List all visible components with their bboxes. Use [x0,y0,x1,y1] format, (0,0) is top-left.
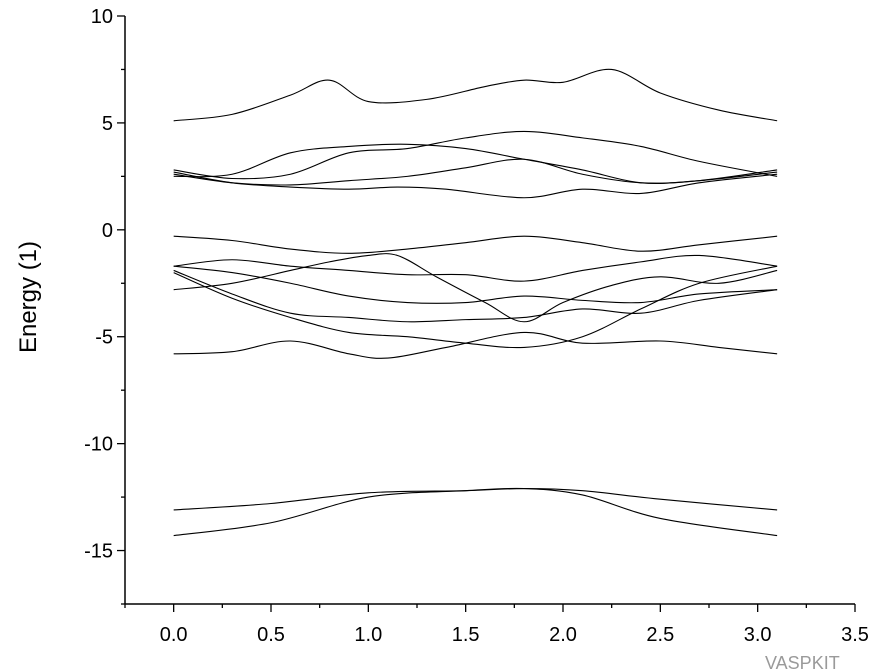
band-line-14 [173,487,778,537]
y-axis-title: Energy (1) [15,241,42,353]
axes: 10 5 0 -5 -10 -15 0.0 0.5 1.0 1.5 2.0 2.5 3.0 3.5 [84,6,869,646]
band-line-4 [173,130,778,180]
band-line-9 [173,265,778,304]
band-lines [173,68,778,537]
band-line-11 [173,265,778,349]
y-tick-label: 10 [91,6,113,28]
band-line-5 [173,158,778,186]
band-line-10 [173,269,778,323]
x-axis-ticks: 0.0 0.5 1.0 1.5 2.0 2.5 3.0 3.5 [124,604,869,646]
band-line-8 [173,253,778,323]
x-tick-label: 0.0 [160,624,188,646]
band-line-1 [173,68,778,122]
y-tick-label: -10 [84,434,113,456]
band-line-7 [173,254,778,282]
x-tick-label: 3.0 [744,624,772,646]
y-tick-label: -5 [95,327,113,349]
y-tick-label: 0 [102,220,113,242]
y-tick-label: -15 [84,541,113,563]
x-tick-label: 1.5 [452,624,480,646]
band-line-13 [173,487,778,511]
x-tick-label: 2.0 [549,624,577,646]
y-tick-label: 5 [102,113,113,135]
band-line-2 [173,171,778,199]
band-line-6 [173,235,778,254]
x-tick-label: 1.0 [354,624,382,646]
y-axis-ticks: 10 5 0 -5 -10 -15 [84,6,125,605]
band-line-12 [173,331,778,359]
watermark-text: VASPKIT [765,653,840,669]
x-tick-label: 3.5 [841,624,869,646]
x-tick-label: 2.5 [646,624,674,646]
x-tick-label: 0.5 [257,624,285,646]
